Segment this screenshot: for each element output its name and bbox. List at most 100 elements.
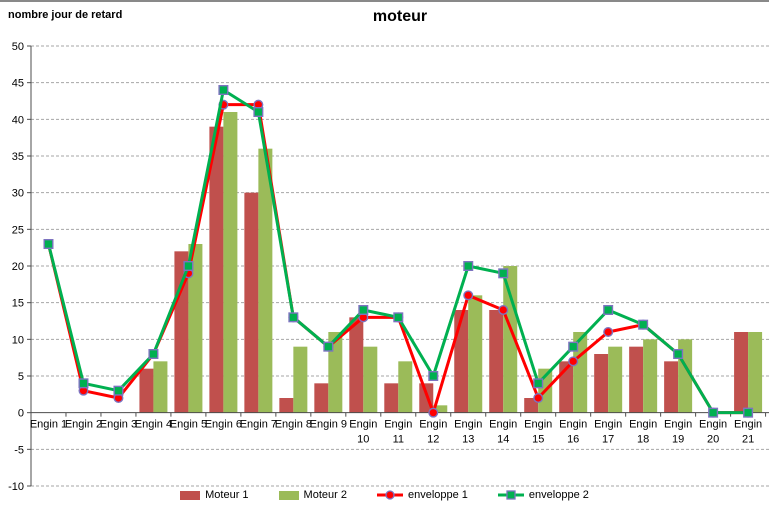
x-axis-tick-label: Engin 10	[349, 419, 377, 446]
y-axis-tick-label: 35	[12, 151, 24, 163]
x-axis-tick-label: Engin 4	[135, 419, 172, 431]
y-axis-tick-label: 20	[12, 261, 24, 273]
bar-moteur-2	[293, 346, 308, 413]
bar-moteur-2	[363, 346, 378, 413]
x-axis-tick-label: Engin 18	[629, 419, 657, 446]
x-axis-tick-label: Engin 21	[734, 419, 762, 446]
y-axis-tick-label: -10	[8, 481, 24, 493]
y-axis-tick-label: 10	[12, 334, 24, 346]
marker-enveloppe-2	[393, 312, 404, 323]
marker-enveloppe-2	[568, 341, 579, 352]
legend-swatch-bar	[180, 490, 201, 500]
legend-label: enveloppe 2	[528, 489, 589, 501]
legend-item-moteur-1: Moteur 1	[180, 489, 249, 501]
x-axis-tick-label: Engin 17	[594, 419, 622, 446]
marker-enveloppe-1	[568, 356, 579, 367]
legend-swatch-bar	[278, 490, 299, 500]
legend-item-enveloppe-1: enveloppe 1	[376, 489, 468, 501]
bar-moteur-1	[349, 317, 364, 413]
x-axis-tick-label: Engin 6	[205, 419, 242, 431]
y-axis-title: nombre jour de retard	[8, 9, 123, 21]
x-axis-tick-label: Engin 16	[559, 419, 587, 446]
x-axis-tick-label: Engin 8	[275, 419, 312, 431]
bar-moteur-1	[139, 368, 154, 413]
marker-enveloppe-2	[253, 106, 264, 117]
x-axis-tick-label: Engin 19	[664, 419, 692, 446]
bar-moteur-1	[734, 332, 749, 413]
marker-enveloppe-2	[428, 371, 439, 382]
marker-enveloppe-2	[463, 261, 474, 272]
marker-enveloppe-2	[358, 305, 369, 316]
bar-moteur-2	[188, 244, 203, 413]
bar-moteur-2	[258, 148, 273, 413]
bar-moteur-1	[524, 398, 539, 413]
bar-moteur-1	[489, 310, 504, 413]
bar-moteur-2	[748, 332, 763, 413]
bar-moteur-1	[209, 126, 224, 413]
x-axis-tick-label: Engin 15	[524, 419, 552, 446]
marker-enveloppe-2	[43, 238, 54, 249]
x-axis-tick-label: Engin 3	[100, 419, 137, 431]
bar-moteur-2	[328, 332, 343, 413]
x-axis-tick-label: Engin 1	[30, 419, 67, 431]
bar-moteur-2	[468, 295, 483, 413]
bar-moteur-2	[153, 361, 168, 413]
marker-enveloppe-1	[533, 393, 544, 404]
bar-moteur-1	[454, 310, 469, 413]
x-axis-tick-label: Engin 12	[419, 419, 447, 446]
y-axis-tick-label: 15	[12, 298, 24, 310]
bar-moteur-2	[398, 361, 413, 413]
marker-enveloppe-2	[78, 378, 89, 389]
marker-enveloppe-2	[323, 341, 334, 352]
marker-enveloppe-1	[603, 327, 614, 338]
x-axis-tick-label: Engin 20	[699, 419, 727, 446]
legend-swatch-line	[497, 490, 524, 500]
y-axis-tick-label: 45	[12, 78, 24, 90]
legend-swatch-line	[376, 490, 403, 500]
x-axis-tick-label: Engin 7	[240, 419, 277, 431]
bar-moteur-1	[314, 383, 329, 413]
marker-enveloppe-2	[708, 407, 719, 418]
marker-enveloppe-2	[218, 84, 229, 95]
marker-enveloppe-2	[183, 261, 194, 272]
marker-enveloppe-1	[428, 407, 439, 418]
marker-enveloppe-2	[638, 319, 649, 330]
y-axis-tick-label: 30	[12, 188, 24, 200]
y-axis-tick-label: -5	[14, 444, 24, 456]
marker-enveloppe-2	[743, 407, 754, 418]
x-axis-tick-label: Engin 13	[454, 419, 482, 446]
bar-moteur-1	[629, 346, 644, 413]
marker-enveloppe-1	[463, 290, 474, 301]
x-axis-tick-label: Engin 2	[65, 419, 102, 431]
marker-enveloppe-1	[498, 305, 509, 316]
y-axis-tick-label: 25	[12, 224, 24, 236]
bar-moteur-2	[608, 346, 623, 413]
y-axis-tick-label: 0	[18, 408, 24, 420]
marker-enveloppe-2	[673, 349, 684, 360]
bar-moteur-2	[643, 339, 658, 413]
y-axis-tick-label: 40	[12, 114, 24, 126]
marker-enveloppe-2	[533, 378, 544, 389]
x-axis-tick-label: Engin 14	[489, 419, 517, 446]
bar-moteur-1	[594, 354, 609, 413]
x-axis-tick-label: Engin 5	[170, 419, 207, 431]
y-axis-tick-label: 50	[12, 41, 24, 53]
marker-enveloppe-2	[498, 268, 509, 279]
legend-label: enveloppe 1	[407, 489, 468, 501]
legend-label: Moteur 2	[303, 489, 347, 501]
marker-enveloppe-2	[288, 312, 299, 323]
chart-title: moteur	[372, 8, 428, 25]
marker-enveloppe-2	[603, 305, 614, 316]
marker-enveloppe-2	[148, 349, 159, 360]
bar-moteur-1	[664, 361, 679, 413]
legend-item-moteur-2: Moteur 2	[278, 489, 347, 501]
bar-moteur-1	[244, 192, 259, 413]
x-axis-tick-label: Engin 9	[310, 419, 347, 431]
y-axis-tick-label: 5	[18, 371, 24, 383]
bar-moteur-1	[279, 398, 294, 413]
bar-moteur-2	[433, 405, 448, 413]
x-axis-tick-label: Engin 11	[384, 419, 412, 446]
legend: Moteur 1 Moteur 2 enveloppe 1 enveloppe 2	[0, 489, 769, 501]
